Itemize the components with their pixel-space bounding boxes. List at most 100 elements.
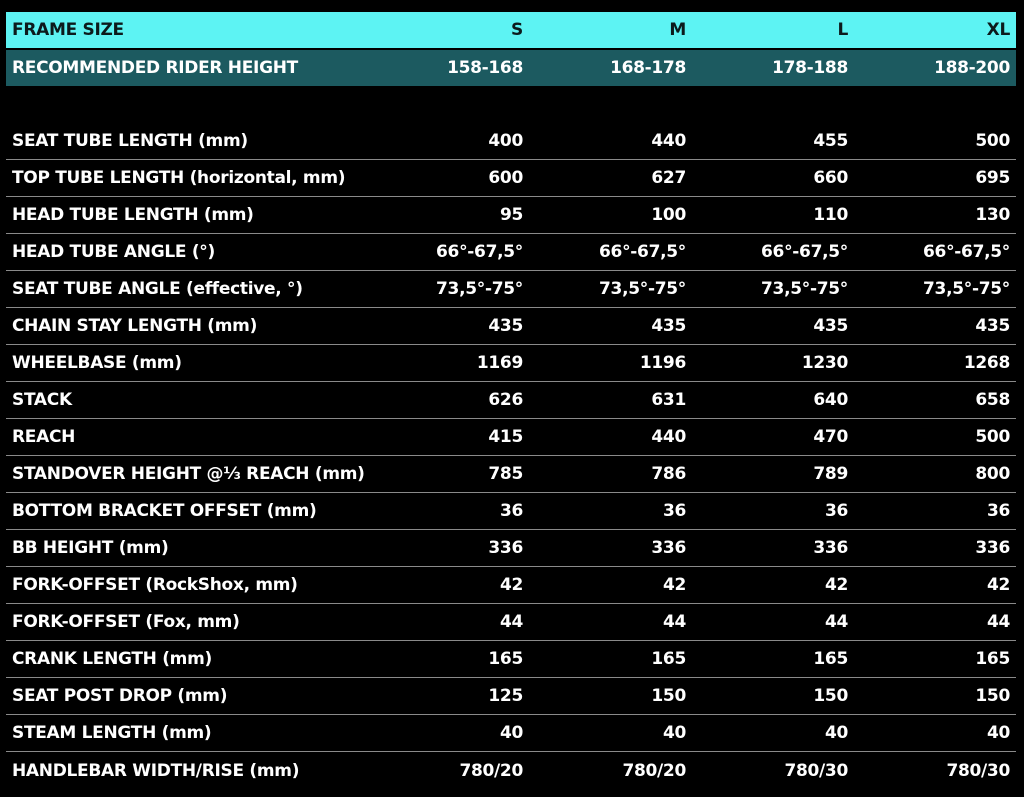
spec-value: 66°-67,5° [436, 242, 523, 262]
spec-value: 336 [651, 538, 686, 558]
spec-row: REACH 415 440 470 500 [6, 419, 1016, 456]
spec-label: FORK-OFFSET (RockShox, mm) [12, 575, 298, 595]
size-label: M [669, 20, 686, 40]
spec-value: 44 [986, 612, 1010, 632]
spec-value: 415 [488, 427, 523, 447]
spec-value: 165 [813, 649, 848, 669]
size-label: S [511, 20, 523, 40]
spec-value: 125 [488, 686, 523, 706]
spec-value: 1169 [476, 353, 523, 373]
spec-value: 1268 [963, 353, 1010, 373]
spec-value: 786 [651, 464, 686, 484]
header-label: FRAME SIZE [12, 20, 124, 40]
spec-value: 42 [986, 575, 1010, 595]
spec-label: STACK [12, 390, 72, 410]
spec-value: 165 [488, 649, 523, 669]
spec-value: 66°-67,5° [761, 242, 848, 262]
spec-row: STANDOVER HEIGHT @⅓ REACH (mm) 785 786 789 8… [6, 456, 1016, 493]
spec-label: CHAIN STAY LENGTH (mm) [12, 316, 258, 336]
spec-value: 100 [651, 205, 686, 225]
rider-height-value: 178-188 [772, 58, 848, 78]
spec-value: 44 [662, 612, 686, 632]
spec-row: STACK 626 631 640 658 [6, 382, 1016, 419]
spec-value: 36 [824, 501, 848, 521]
spec-value: 500 [975, 131, 1010, 151]
spec-row: BB HEIGHT (mm) 336 336 336 336 [6, 530, 1016, 567]
spec-value: 73,5°-75° [761, 279, 848, 299]
spec-value: 627 [651, 168, 686, 188]
spec-value: 336 [488, 538, 523, 558]
spec-value: 626 [488, 390, 523, 410]
spec-label: CRANK LENGTH (mm) [12, 649, 212, 669]
spec-label: SEAT POST DROP (mm) [12, 686, 228, 706]
spec-value: 73,5°-75° [599, 279, 686, 299]
rider-height-value: 168-178 [610, 58, 686, 78]
spec-row: FORK-OFFSET (RockShox, mm) 42 42 42 42 [6, 567, 1016, 604]
spec-value: 600 [488, 168, 523, 188]
header-row: FRAME SIZE S M L XL [6, 12, 1016, 48]
spec-value: 150 [813, 686, 848, 706]
spec-value: 631 [651, 390, 686, 410]
spec-value: 40 [986, 723, 1010, 743]
spec-value: 1196 [639, 353, 686, 373]
spec-value: 40 [662, 723, 686, 743]
spec-value: 73,5°-75° [923, 279, 1010, 299]
spec-value: 36 [986, 501, 1010, 521]
spec-value: 66°-67,5° [923, 242, 1010, 262]
spec-value: 95 [499, 205, 523, 225]
spec-row: FORK-OFFSET (Fox, mm) 44 44 44 44 [6, 604, 1016, 641]
spec-value: 40 [499, 723, 523, 743]
spec-value: 165 [651, 649, 686, 669]
spec-value: 695 [975, 168, 1010, 188]
spec-value: 780/30 [946, 760, 1010, 781]
rider-height-value: 158-168 [447, 58, 523, 78]
spec-value: 42 [824, 575, 848, 595]
spec-value: 150 [651, 686, 686, 706]
spec-value: 500 [975, 427, 1010, 447]
spec-value: 789 [813, 464, 848, 484]
spec-value: 1230 [801, 353, 848, 373]
spec-value: 640 [813, 390, 848, 410]
spec-value: 780/20 [459, 760, 523, 781]
spec-value: 435 [813, 316, 848, 336]
spec-value: 42 [499, 575, 523, 595]
spec-value: 400 [488, 131, 523, 151]
spec-value: 435 [488, 316, 523, 336]
spec-row: SEAT TUBE LENGTH (mm) 400 440 455 500 [6, 123, 1016, 160]
spec-label: REACH [12, 427, 76, 447]
spec-value: 470 [813, 427, 848, 447]
size-label: XL [986, 20, 1011, 40]
rider-height-label: RECOMMENDED RIDER HEIGHT [12, 58, 298, 78]
spec-row: SEAT POST DROP (mm) 125 150 150 150 [6, 678, 1016, 715]
spec-value: 780/30 [784, 760, 848, 781]
spec-value: 440 [651, 427, 686, 447]
spec-row: HEAD TUBE ANGLE (°) 66°-67,5° 66°-67,5° 66°… [6, 234, 1016, 271]
spec-row: HEAD TUBE LENGTH (mm) 95 100 110 130 [6, 197, 1016, 234]
spec-value: 36 [662, 501, 686, 521]
spec-value: 785 [488, 464, 523, 484]
spec-value: 658 [975, 390, 1010, 410]
spec-label: STEAM LENGTH (mm) [12, 723, 212, 743]
spec-row: BOTTOM BRACKET OFFSET (mm) 36 36 36 36 [6, 493, 1016, 530]
spec-label: FORK-OFFSET (Fox, mm) [12, 612, 240, 632]
spec-label: STANDOVER HEIGHT @⅓ REACH (mm) [12, 464, 365, 484]
spec-value: 73,5°-75° [436, 279, 523, 299]
spec-value: 44 [824, 612, 848, 632]
spec-value: 130 [975, 205, 1010, 225]
spec-value: 336 [975, 538, 1010, 558]
spec-value: 110 [813, 205, 848, 225]
spec-label: HANDLEBAR WIDTH/RISE (mm) [12, 760, 300, 781]
spec-row: CHAIN STAY LENGTH (mm) 435 435 435 435 [6, 308, 1016, 345]
rider-height-row: RECOMMENDED RIDER HEIGHT 158-168 168-178 1… [6, 50, 1016, 86]
spec-row: SEAT TUBE ANGLE (effective, °) 73,5°-75° 7… [6, 271, 1016, 308]
spec-label: HEAD TUBE LENGTH (mm) [12, 205, 254, 225]
spec-row: HANDLEBAR WIDTH/RISE (mm) 780/20 780/20 780… [6, 752, 1016, 789]
spec-label: SEAT TUBE LENGTH (mm) [12, 131, 248, 151]
spec-value: 40 [824, 723, 848, 743]
size-label: L [837, 20, 848, 40]
spec-value: 44 [499, 612, 523, 632]
spec-value: 150 [975, 686, 1010, 706]
spec-label: SEAT TUBE ANGLE (effective, °) [12, 279, 303, 299]
spec-value: 165 [975, 649, 1010, 669]
